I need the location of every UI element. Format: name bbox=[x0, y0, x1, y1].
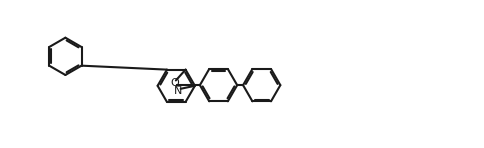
Text: N: N bbox=[173, 86, 182, 96]
Text: O: O bbox=[170, 78, 179, 87]
